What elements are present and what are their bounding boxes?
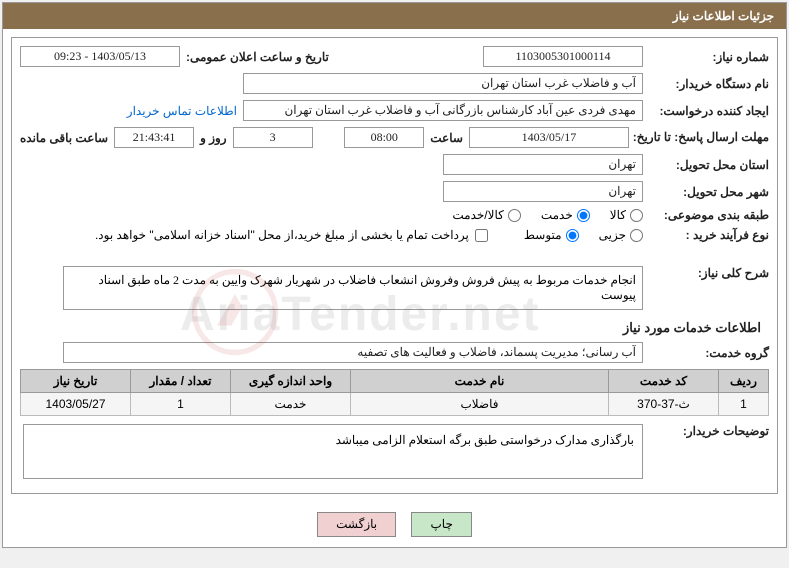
cell-date: 1403/05/27 bbox=[21, 393, 131, 416]
radio-both-label: کالا/خدمت bbox=[452, 208, 503, 222]
days-remaining-label: روز و bbox=[200, 131, 227, 145]
buyer-notes-label: توضیحات خریدار: bbox=[649, 424, 769, 438]
page-title: جزئیات اطلاعات نیاز bbox=[673, 9, 774, 23]
cell-unit: خدمت bbox=[231, 393, 351, 416]
table-header-row: ردیف کد خدمت نام خدمت واحد اندازه گیری ت… bbox=[21, 370, 769, 393]
province-label: استان محل تحویل: bbox=[649, 158, 769, 172]
radio-both[interactable]: کالا/خدمت bbox=[452, 208, 520, 222]
buyer-org-input[interactable] bbox=[243, 73, 643, 94]
time-remaining-input[interactable] bbox=[114, 127, 194, 148]
radio-goods-input[interactable] bbox=[630, 209, 643, 222]
deadline-date-input[interactable] bbox=[469, 127, 629, 148]
subject-class-radios: کالا خدمت کالا/خدمت bbox=[452, 208, 643, 222]
button-row: چاپ بازگشت bbox=[3, 502, 786, 547]
service-group-label: گروه خدمت: bbox=[649, 346, 769, 360]
th-row: ردیف bbox=[719, 370, 769, 393]
need-number-label: شماره نیاز: bbox=[649, 50, 769, 64]
buy-process-label: نوع فرآیند خرید : bbox=[649, 228, 769, 242]
deadline-time-label: ساعت bbox=[430, 131, 463, 145]
province-input[interactable] bbox=[443, 154, 643, 175]
city-input[interactable] bbox=[443, 181, 643, 202]
radio-both-input[interactable] bbox=[508, 209, 521, 222]
th-qty: تعداد / مقدار bbox=[131, 370, 231, 393]
cell-name: فاضلاب bbox=[351, 393, 609, 416]
payment-note: پرداخت تمام یا بخشی از مبلغ خرید،از محل … bbox=[95, 228, 469, 242]
announce-date-label: تاریخ و ساعت اعلان عمومی: bbox=[186, 50, 329, 64]
radio-service-input[interactable] bbox=[577, 209, 590, 222]
cell-row: 1 bbox=[719, 393, 769, 416]
th-unit: واحد اندازه گیری bbox=[231, 370, 351, 393]
payment-checkbox[interactable] bbox=[475, 229, 488, 242]
th-date: تاریخ نیاز bbox=[21, 370, 131, 393]
th-name: نام خدمت bbox=[351, 370, 609, 393]
title-bar: جزئیات اطلاعات نیاز bbox=[3, 3, 786, 29]
deadline-label: مهلت ارسال پاسخ: تا تاریخ: bbox=[635, 130, 769, 146]
radio-medium[interactable]: متوسط bbox=[524, 228, 579, 242]
requester-label: ایجاد کننده درخواست: bbox=[649, 104, 769, 118]
buyer-org-label: نام دستگاه خریدار: bbox=[649, 77, 769, 91]
days-remaining-input[interactable] bbox=[233, 127, 313, 148]
buy-process-radios: جزیی متوسط bbox=[524, 228, 643, 242]
radio-goods-label: کالا bbox=[610, 208, 626, 222]
radio-partial[interactable]: جزیی bbox=[599, 228, 643, 242]
need-number-input[interactable] bbox=[483, 46, 643, 67]
service-info-title: اطلاعات خدمات مورد نیاز bbox=[28, 320, 761, 336]
need-summary-box[interactable]: انجام خدمات مربوط به پیش فروش وفروش انشع… bbox=[63, 266, 643, 310]
buyer-notes-box[interactable]: بارگذاری مدارک درخواستی طبق برگه استعلام… bbox=[23, 424, 643, 479]
deadline-time-input[interactable] bbox=[344, 127, 424, 148]
radio-goods[interactable]: کالا bbox=[610, 208, 643, 222]
back-button[interactable]: بازگشت bbox=[317, 512, 396, 537]
radio-service[interactable]: خدمت bbox=[541, 208, 590, 222]
radio-partial-label: جزیی bbox=[599, 228, 626, 242]
city-label: شهر محل تحویل: bbox=[649, 185, 769, 199]
subject-class-label: طبقه بندی موضوعی: bbox=[649, 208, 769, 222]
payment-checkbox-row: پرداخت تمام یا بخشی از مبلغ خرید،از محل … bbox=[95, 228, 488, 242]
print-button[interactable]: چاپ bbox=[411, 512, 471, 537]
services-table: ردیف کد خدمت نام خدمت واحد اندازه گیری ت… bbox=[20, 369, 769, 416]
contact-link[interactable]: اطلاعات تماس خریدار bbox=[127, 104, 237, 118]
cell-code: ث-37-370 bbox=[609, 393, 719, 416]
table-row[interactable]: 1 ث-37-370 فاضلاب خدمت 1 1403/05/27 bbox=[21, 393, 769, 416]
main-form: شماره نیاز: تاریخ و ساعت اعلان عمومی: نا… bbox=[11, 37, 778, 494]
radio-service-label: خدمت bbox=[541, 208, 573, 222]
announce-date-input[interactable] bbox=[20, 46, 180, 67]
radio-partial-input[interactable] bbox=[630, 229, 643, 242]
need-summary-label: شرح کلی نیاز: bbox=[649, 266, 769, 280]
cell-qty: 1 bbox=[131, 393, 231, 416]
service-group-input[interactable] bbox=[63, 342, 643, 363]
requester-input[interactable] bbox=[243, 100, 643, 121]
th-code: کد خدمت bbox=[609, 370, 719, 393]
radio-medium-label: متوسط bbox=[524, 228, 562, 242]
radio-medium-input[interactable] bbox=[566, 229, 579, 242]
remaining-label: ساعت باقی مانده bbox=[20, 131, 108, 145]
